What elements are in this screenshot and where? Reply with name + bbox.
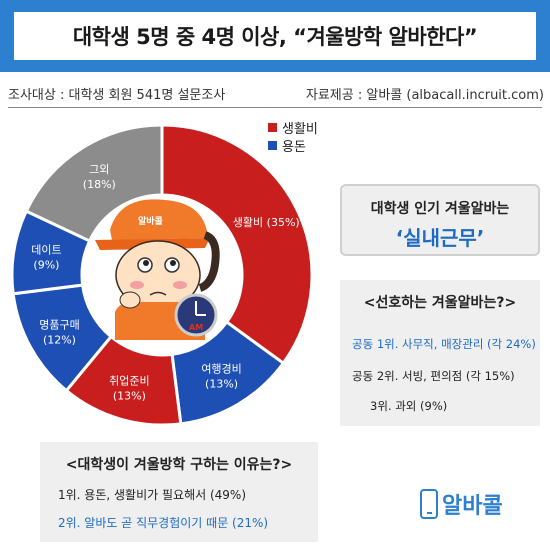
popular-job-box: 대학생 인기 겨울알바는 ‘실내근무’ — [340, 184, 540, 256]
slice-label: 명품구매 (12%) — [39, 318, 79, 346]
slice-label: 생활비 (35%) — [233, 215, 300, 229]
slice-label: 여행경비 (13%) — [201, 363, 241, 391]
survey-info: 조사대상 : 대학생 회원 541명 설문조사 — [8, 88, 226, 103]
preferred-row: 공동 1위. 사무직, 매장관리 (각 24%) — [352, 337, 536, 351]
reasons-title: <대학생이 겨울방학 구하는 이유는?> — [65, 457, 293, 473]
slice-label: 그외 (18%) — [83, 163, 116, 191]
subtitle-bar: 조사대상 : 대학생 회원 541명 설문조사 자료제공 : 알바콜 (alba… — [0, 80, 550, 106]
slice-label: 취업준비 (13%) — [109, 374, 149, 402]
source-info: 자료제공 : 알바콜 (albacall.incruit.com) — [305, 88, 544, 103]
page-title: 대학생 5명 중 4명 이상, “겨울방학 알바한다” — [72, 25, 478, 49]
reason-row: 1위. 용돈, 생활비가 필요해서 (49%) — [58, 488, 246, 502]
preferred-job-box: <선호하는 겨울알바는?> 공동 1위. 사무직, 매장관리 (각 24%) 공… — [340, 280, 540, 426]
reason-row: 2위. 알바도 곧 직무경험이기 때문 (21%) — [58, 516, 269, 530]
mascot-cap — [110, 199, 208, 240]
mascot-hand — [119, 291, 141, 309]
legend-label: 용돈 — [282, 139, 306, 155]
logo-text: 알바콜 — [442, 494, 503, 519]
preferred-row: 공동 2위. 서빙, 편의점 (각 15%) — [352, 369, 515, 383]
slice-label: 데이트 (9%) — [31, 244, 61, 272]
mascot-hair — [198, 231, 220, 292]
header-title-box: 대학생 5명 중 4명 이상, “겨울방학 알바한다” — [14, 12, 536, 60]
legend-item: 용돈 — [268, 136, 318, 155]
divider — [8, 107, 542, 108]
phone-icon — [420, 489, 438, 519]
legend-label: 생활비 — [282, 121, 318, 137]
legend-item: 생활비 — [268, 118, 318, 137]
mascot-illustration: 알바콜 AM — [82, 195, 242, 355]
preferred-row: 3위. 과외 (9%) — [370, 399, 448, 413]
albacall-logo: 알바콜 — [420, 488, 503, 520]
preferred-job-title: <선호하는 겨울알바는?> — [363, 295, 517, 311]
legend: 생활비 용돈 — [268, 118, 318, 155]
legend-swatch — [268, 140, 277, 150]
clock-text: AM — [189, 323, 203, 332]
legend-swatch — [268, 122, 277, 132]
reasons-box: <대학생이 겨울방학 구하는 이유는?> 1위. 용돈, 생활비가 필요해서 (… — [40, 442, 318, 542]
popular-job-title: 대학생 인기 겨울알바는 — [370, 201, 510, 217]
header-banner: 대학생 5명 중 4명 이상, “겨울방학 알바한다” — [0, 0, 550, 72]
popular-job-answer: ‘실내근무’ — [395, 226, 485, 250]
cap-logo-text: 알바콜 — [138, 215, 163, 227]
